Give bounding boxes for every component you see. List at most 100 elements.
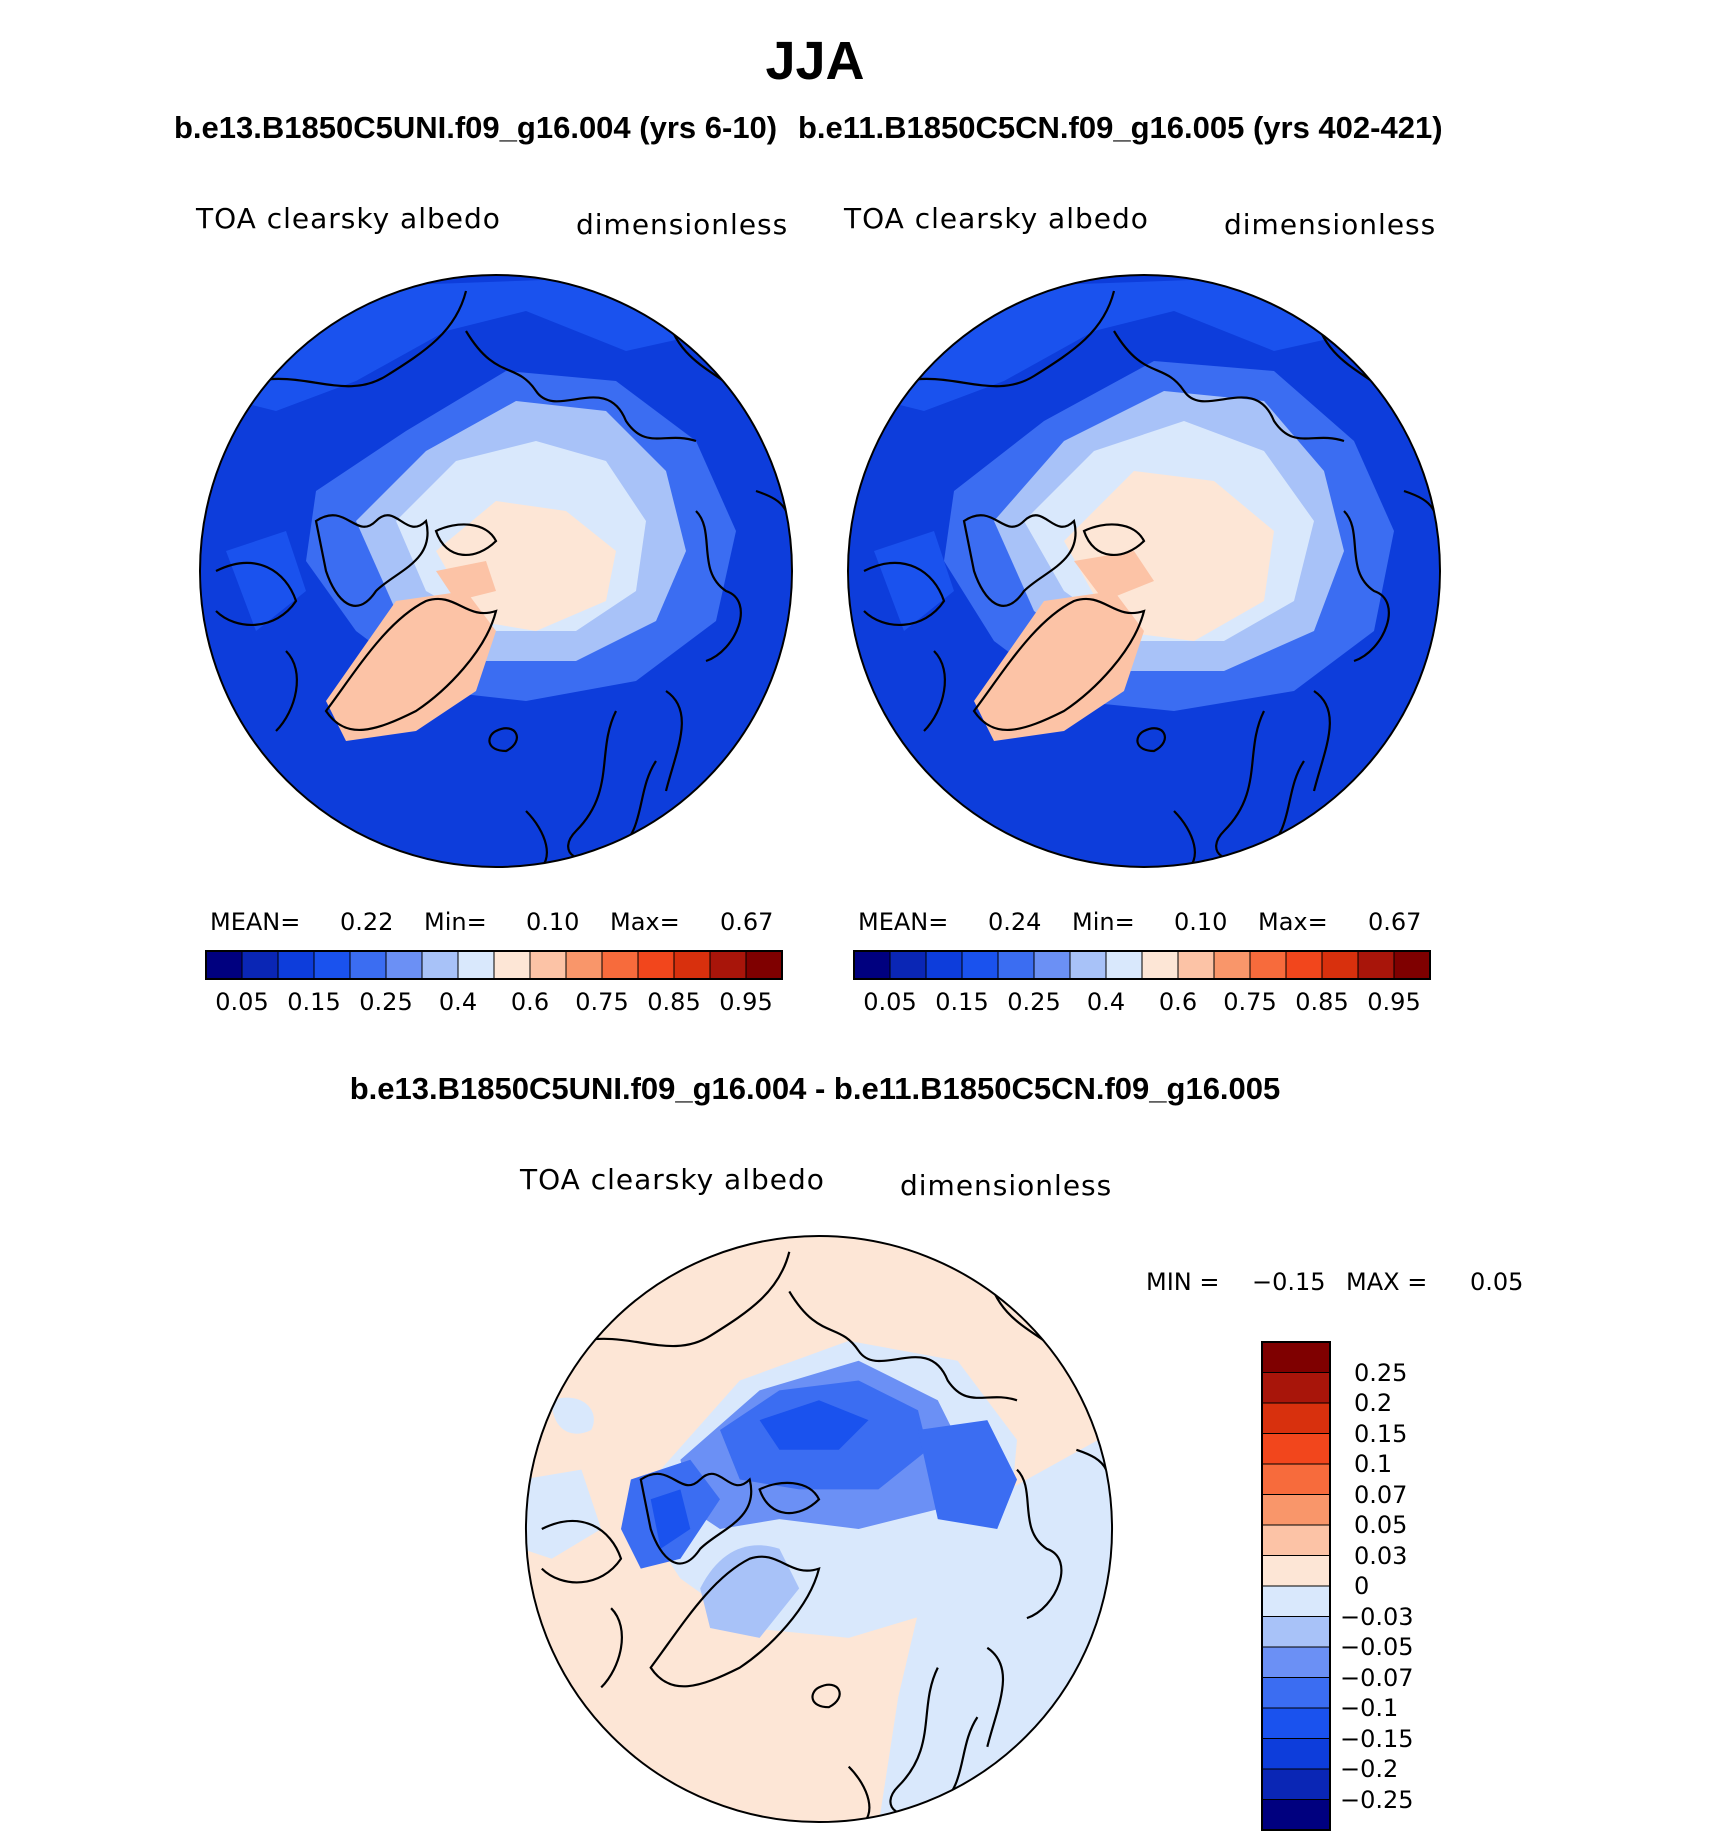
panel-b-colorbar-swatch bbox=[1393, 950, 1431, 980]
difference-colorbar-swatch bbox=[1261, 1341, 1331, 1373]
panel-a-colorbar-tick-label: 0.4 bbox=[438, 988, 478, 1016]
panel-a-colorbar-swatch bbox=[313, 950, 351, 980]
panel-a-colorbar-swatch bbox=[637, 950, 675, 980]
panel-b-colorbar-swatch bbox=[925, 950, 963, 980]
panel-a-max-label: Max= bbox=[610, 908, 680, 936]
panel-b-colorbar-tick-label: 0.75 bbox=[1223, 988, 1277, 1016]
case-b-title: b.e11.B1850C5CN.f09_g16.005 (yrs 402-421… bbox=[798, 110, 1443, 145]
panel-b-colorbar-swatch bbox=[853, 950, 891, 980]
panel-a-colorbar-tick-label: 0.15 bbox=[287, 988, 341, 1016]
difference-colorbar-frame bbox=[1261, 1341, 1331, 1831]
difference-colorbar-ticks: 0.25 0.2 0.15 0.1 0.07 0.05 0.03 0 −0.03 −0.05 −0.… bbox=[1340, 1342, 1490, 1830]
panel-a-colorbar-swatch bbox=[673, 950, 711, 980]
difference-colorbar-tick-label: −0.1 bbox=[1340, 1694, 1399, 1722]
panel-a-colorbar-tick-label: 0.25 bbox=[359, 988, 413, 1016]
panel-a-map bbox=[199, 274, 793, 868]
panel-b-colorbar-swatch bbox=[1285, 950, 1323, 980]
panel-b-map bbox=[847, 274, 1441, 868]
panel-a-colorbar-swatch bbox=[745, 950, 783, 980]
difference-colorbar-swatch bbox=[1261, 1738, 1331, 1770]
difference-colorbar-swatch bbox=[1261, 1524, 1331, 1556]
panel-a-colorbar-swatch bbox=[565, 950, 603, 980]
difference-map bbox=[524, 1234, 1114, 1824]
difference-colorbar-tick-label: 0.05 bbox=[1354, 1511, 1408, 1539]
diff-min-value: −0.15 bbox=[1252, 1268, 1326, 1296]
difference-colorbar-tick-label: 0.2 bbox=[1354, 1389, 1393, 1417]
panel-b-colorbar-swatch bbox=[961, 950, 999, 980]
difference-colorbar bbox=[1261, 1341, 1331, 1831]
figure-title: JJA bbox=[765, 31, 865, 91]
panel-a-mean-value: 0.22 bbox=[340, 908, 394, 936]
panel-a-colorbar-tick-label: 0.85 bbox=[647, 988, 701, 1016]
difference-colorbar-swatch bbox=[1261, 1646, 1331, 1678]
difference-colorbar-swatch bbox=[1261, 1433, 1331, 1465]
panel-b-colorbar-tick-label: 0.15 bbox=[935, 988, 989, 1016]
panel-b-colorbar-swatch bbox=[1033, 950, 1071, 980]
difference-colorbar-tick-label: 0.1 bbox=[1354, 1450, 1393, 1478]
diff-variable: TOA clearsky albedo bbox=[520, 1163, 825, 1196]
panel-b-colorbar-swatch bbox=[1357, 950, 1395, 980]
difference-colorbar-swatch bbox=[1261, 1616, 1331, 1648]
panel-a-min-value: 0.10 bbox=[526, 908, 580, 936]
panel-b-colorbar-ticks: 0.05 0.15 0.25 0.4 0.6 0.75 0.85 0.95 bbox=[854, 988, 1430, 1018]
panel-b-colorbar-swatch bbox=[1105, 950, 1143, 980]
panel-a-max-value: 0.67 bbox=[720, 908, 774, 936]
difference-colorbar-swatch bbox=[1261, 1677, 1331, 1709]
panel-a-colorbar-swatch bbox=[493, 950, 531, 980]
panel-b-colorbar-tick-label: 0.6 bbox=[1158, 988, 1198, 1016]
difference-colorbar-swatch bbox=[1261, 1463, 1331, 1495]
difference-colorbar-tick-label: 0.15 bbox=[1354, 1419, 1408, 1448]
panel-a-colorbar-swatch bbox=[421, 950, 459, 980]
difference-colorbar-swatch bbox=[1261, 1402, 1331, 1434]
difference-colorbar-tick-label: −0.2 bbox=[1340, 1755, 1399, 1783]
difference-colorbar-tick-label: 0 bbox=[1354, 1572, 1370, 1600]
panel-a-colorbar-ticks: 0.05 0.15 0.25 0.4 0.6 0.75 0.85 0.95 bbox=[206, 988, 782, 1018]
panel-b-mean-value: 0.24 bbox=[988, 908, 1042, 936]
difference-colorbar-swatch bbox=[1261, 1707, 1331, 1739]
difference-colorbar-tick-label: 0.03 bbox=[1354, 1541, 1408, 1570]
panel-b-mean-label: MEAN= bbox=[858, 908, 949, 936]
panel-a-colorbar-swatch bbox=[601, 950, 639, 980]
panel-a-variable: TOA clearsky albedo bbox=[196, 202, 501, 235]
panel-b-variable: TOA clearsky albedo bbox=[844, 202, 1149, 235]
panel-b-colorbar-tick-label: 0.25 bbox=[1007, 988, 1061, 1016]
panel-a-colorbar-swatch bbox=[241, 950, 279, 980]
panel-a-colorbar-swatch bbox=[349, 950, 387, 980]
panel-b-colorbar-frame bbox=[853, 950, 1431, 980]
panel-b-colorbar-tick-label: 0.95 bbox=[1367, 988, 1421, 1016]
difference-colorbar-swatch bbox=[1261, 1799, 1331, 1831]
panel-b-colorbar-swatch bbox=[1213, 950, 1251, 980]
panel-a-min-label: Min= bbox=[424, 908, 487, 936]
panel-a-colorbar-tick-label: 0.95 bbox=[719, 988, 773, 1016]
panel-b-colorbar-swatch bbox=[1249, 950, 1287, 980]
difference-colorbar-tick-label: −0.07 bbox=[1340, 1663, 1414, 1692]
difference-title: b.e13.B1850C5UNI.f09_g16.004 - b.e11.B18… bbox=[349, 1071, 1281, 1106]
panel-a-colorbar-swatch bbox=[709, 950, 747, 980]
panel-a-mean-label: MEAN= bbox=[210, 908, 301, 936]
panel-b-colorbar-swatch bbox=[889, 950, 927, 980]
panel-b-max-label: Max= bbox=[1258, 908, 1328, 936]
difference-colorbar-tick-label: 0.25 bbox=[1354, 1358, 1408, 1387]
difference-colorbar-swatch bbox=[1261, 1585, 1331, 1617]
panel-a-colorbar-swatch bbox=[457, 950, 495, 980]
diff-min-label: MIN = bbox=[1146, 1268, 1220, 1296]
difference-colorbar-tick-label: −0.25 bbox=[1340, 1785, 1414, 1814]
difference-colorbar-swatch bbox=[1261, 1372, 1331, 1404]
difference-colorbar-swatch bbox=[1261, 1494, 1331, 1526]
difference-colorbar-tick-label: −0.15 bbox=[1340, 1724, 1414, 1753]
panel-a-colorbar-swatch bbox=[529, 950, 567, 980]
panel-a-colorbar-swatch bbox=[385, 950, 423, 980]
diff-max-label: MAX = bbox=[1346, 1268, 1428, 1296]
panel-a-units: dimensionless bbox=[576, 208, 789, 241]
panel-a-colorbar-tick-label: 0.75 bbox=[575, 988, 629, 1016]
difference-colorbar-tick-label: −0.05 bbox=[1340, 1633, 1414, 1661]
panel-a-colorbar-swatch bbox=[205, 950, 243, 980]
difference-colorbar-swatch bbox=[1261, 1768, 1331, 1800]
panel-b-colorbar-swatch bbox=[1069, 950, 1107, 980]
panel-b-colorbar bbox=[853, 950, 1431, 980]
panel-a-colorbar-tick-label: 0.05 bbox=[215, 988, 269, 1016]
difference-colorbar-swatch bbox=[1261, 1555, 1331, 1587]
panel-b-colorbar-tick-label: 0.05 bbox=[863, 988, 917, 1016]
panel-a-colorbar-frame bbox=[205, 950, 783, 980]
diff-max-value: 0.05 bbox=[1470, 1268, 1524, 1296]
